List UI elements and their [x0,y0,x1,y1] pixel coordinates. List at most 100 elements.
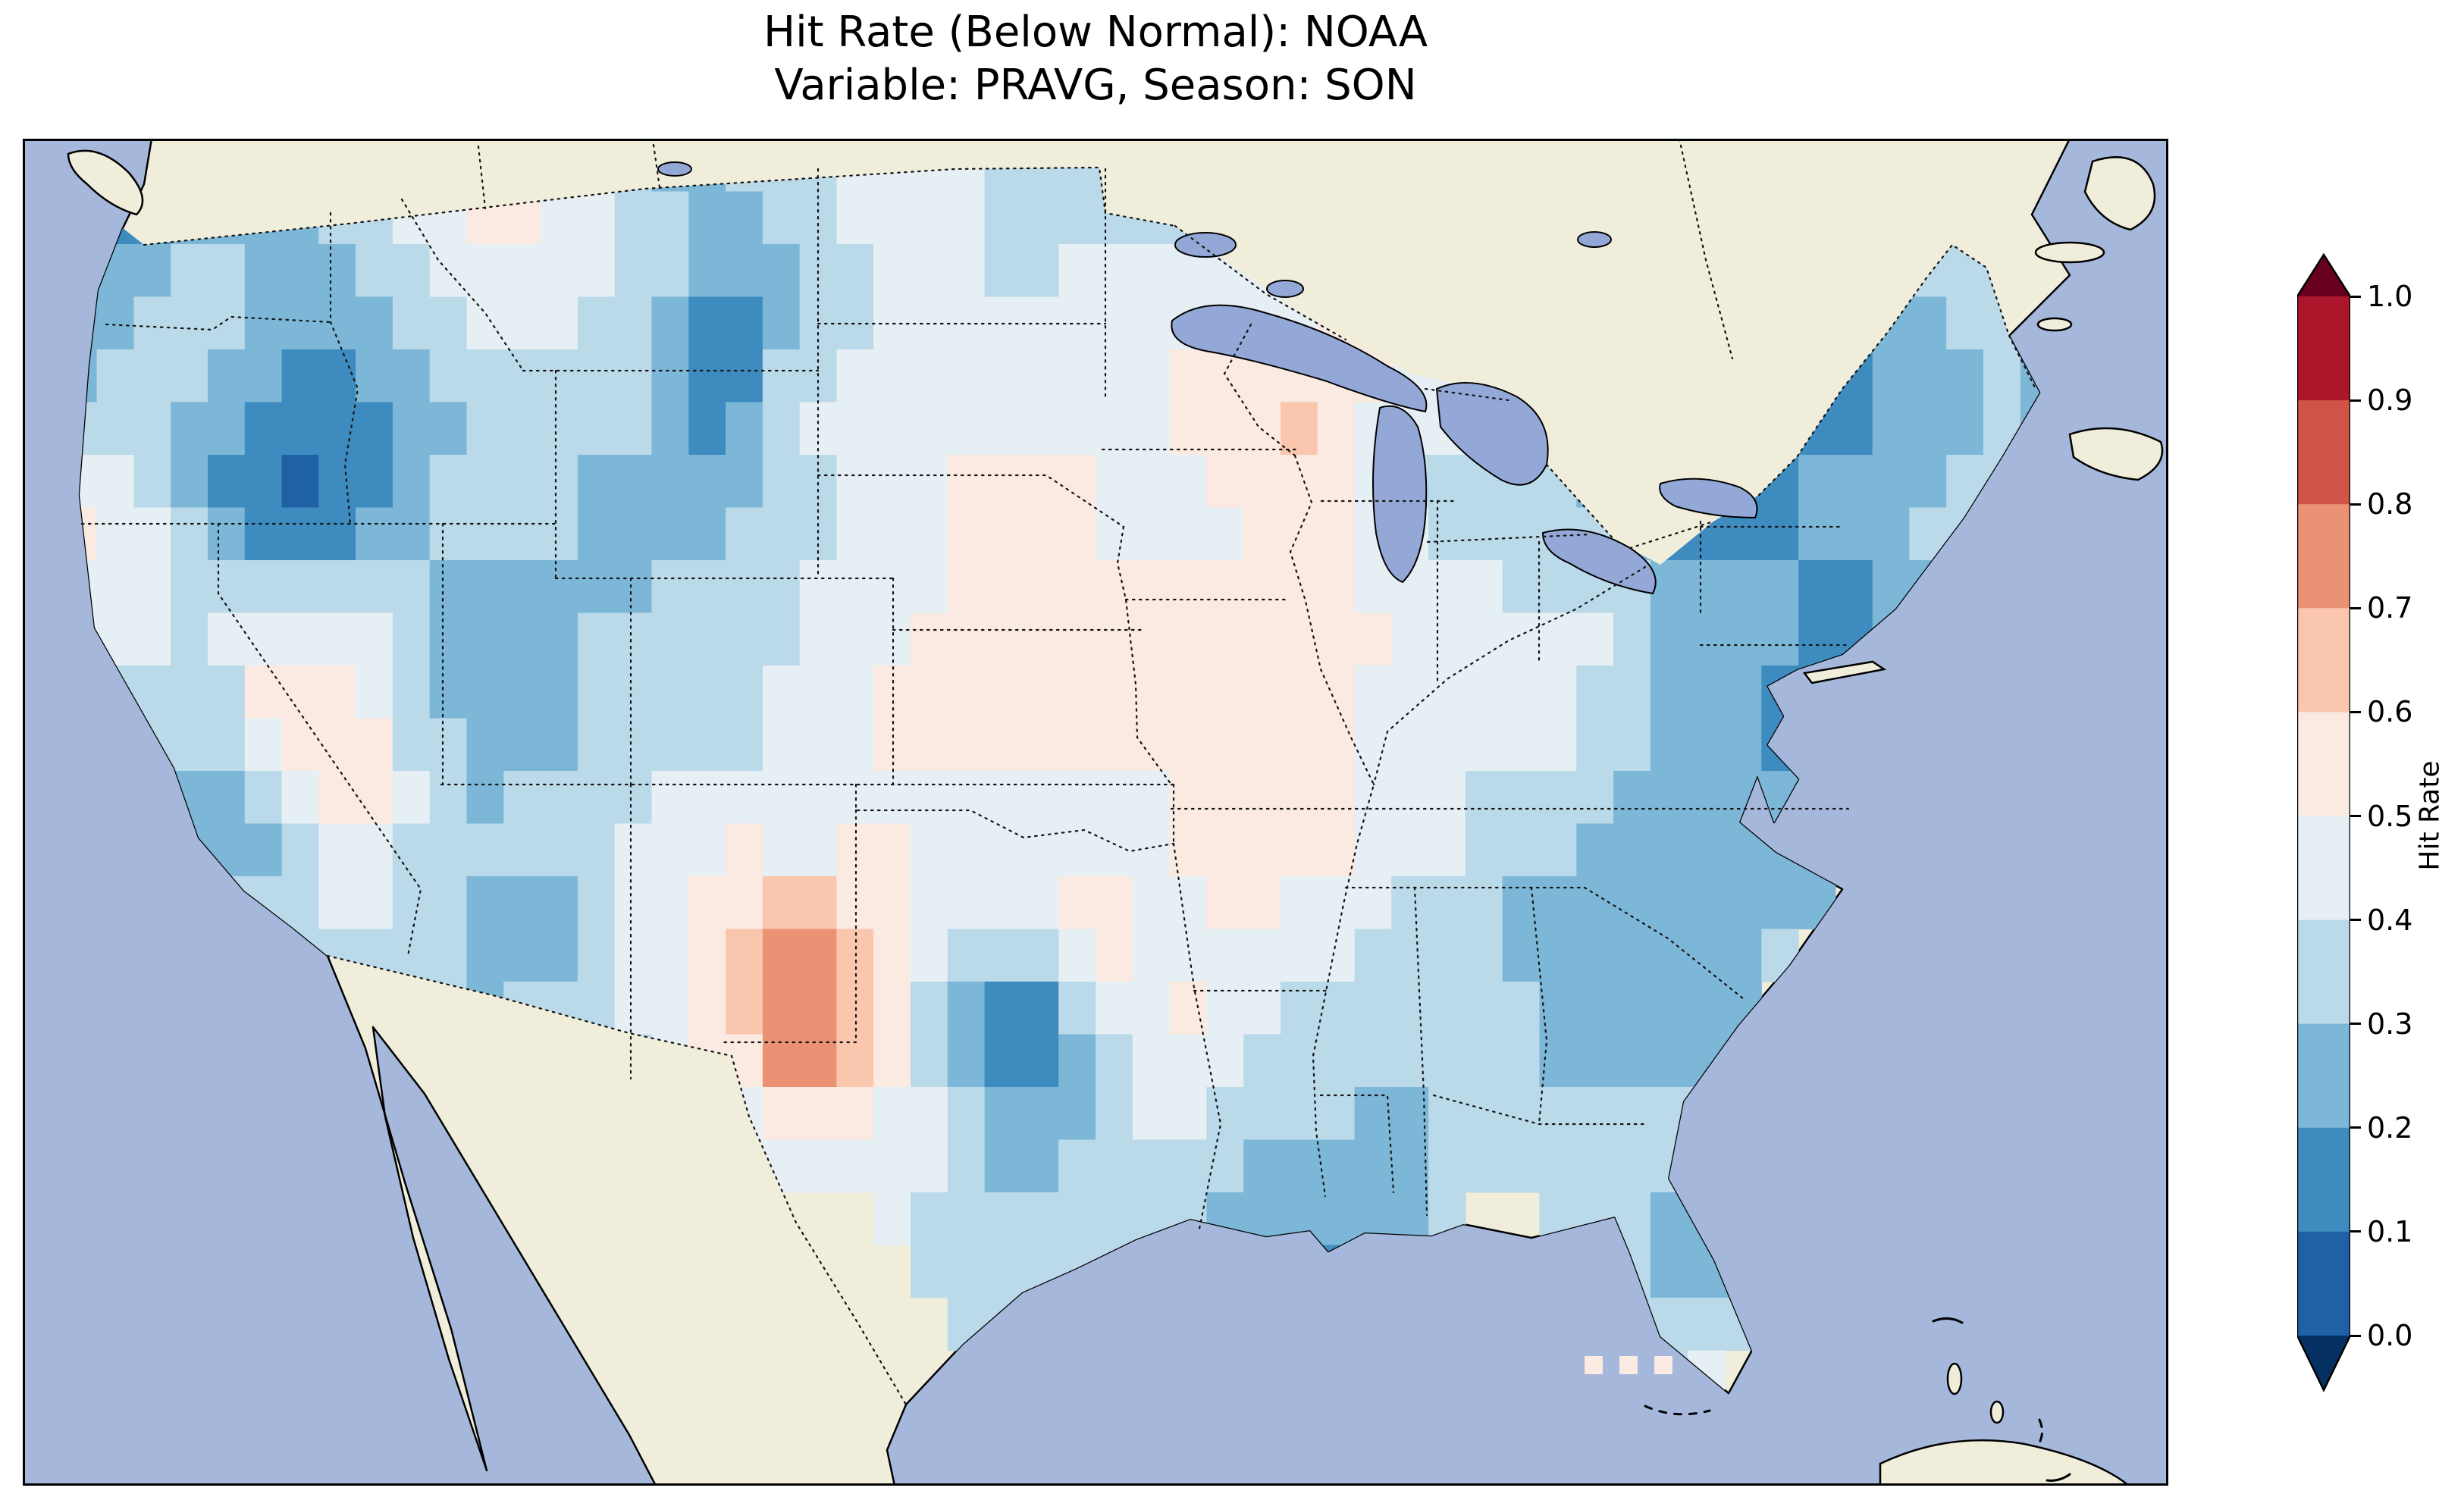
grid-cell [947,455,986,509]
grid-cell [577,402,616,456]
grid-cell [244,560,283,614]
grid-cell [541,612,578,666]
grid-cell [1169,1087,1207,1141]
grid-cell [1169,455,1207,509]
colorbar-tick-label: 0.6 [2367,695,2413,729]
bahamas-arc [1932,1317,1964,1324]
grid-cell [1576,771,1614,825]
grid-cell [947,1087,986,1141]
grid-cell [466,823,504,877]
grid-cell [614,771,653,825]
anticosti-island [2034,241,2105,264]
grid-cell [1317,718,1356,772]
grid-cell [873,507,911,561]
grid-cell [577,560,616,614]
grid-cell [429,666,468,719]
grid-cell [1613,1034,1651,1088]
chart-title-line2: Variable: PRAVG, Season: SON [774,61,1417,110]
grid-cell [1243,718,1281,772]
grid-cell [1243,1139,1281,1193]
grid-cell [1096,718,1133,772]
grid-cell [836,1034,874,1088]
grid-cell [688,718,726,772]
grid-cell [688,771,726,825]
grid-cell [429,507,468,561]
grid-cell [1132,349,1171,403]
antilles-arc [2045,1473,2071,1482]
grid-cell [318,349,356,403]
grid-cell [281,349,319,403]
grid-cell [1096,929,1133,982]
grid-cell [1021,349,1059,403]
grid-cell [1021,507,1059,561]
grid-cell [318,771,356,825]
grid-cell [466,507,504,561]
grid-cell [873,244,911,298]
grid-cell [1391,823,1429,877]
grid-cell [836,455,874,509]
grid-cell [651,402,689,456]
grid-cell [541,823,578,877]
grid-cell [1465,876,1503,930]
colorbar-band [2297,504,2350,609]
grid-cell [1021,455,1059,509]
grid-cell [503,771,541,825]
grid-cell [873,666,911,719]
grid-cell [726,191,763,245]
grid-cell [356,612,393,666]
grid-cell [1058,560,1096,614]
grid-cell [873,612,911,666]
grid-cell [1354,612,1392,666]
grid-cell [318,402,356,456]
grid-cell [1243,455,1281,509]
florida-keys-arc [1644,1405,1711,1416]
grid-cell [911,1034,948,1088]
grid-cell [651,876,689,930]
grid-cell [1317,666,1356,719]
grid-cell [1687,560,1726,614]
grid-cell [1872,507,1911,561]
grid-cell [799,982,838,1035]
grid-cell [80,455,98,509]
grid-cell [799,823,838,877]
colorbar-tick-label: 0.8 [2367,487,2413,521]
grid-cell [1798,455,1836,509]
grid-cell [984,929,1022,982]
grid-cell [1021,612,1059,666]
colorbar-band [2297,400,2350,505]
grid-cell [1428,1034,1466,1088]
grid-cell [688,402,726,456]
grid-cell [1465,560,1503,614]
grid-cell [429,718,468,772]
grid-cell [133,455,171,509]
grid-cell [762,349,801,403]
grid-cell [1502,1139,1541,1193]
grid-cell [1391,876,1429,930]
grid-cell [318,718,356,772]
grid-cell [1946,402,1984,456]
grid-cell [1281,612,1318,666]
grid-cell [466,244,504,298]
grid-cell [1428,823,1466,877]
grid-cell [911,349,948,403]
grid-cell [873,349,911,403]
grid-cell [429,771,468,825]
grid-cell [1317,507,1356,561]
chart-title: Hit Rate (Below Normal): NOAA Variable: … [23,6,2168,112]
grid-cell [1243,823,1281,877]
grid-cell [614,244,653,298]
us-map [23,139,2168,1486]
grid-cell [1206,876,1244,930]
grid-cell [873,1087,911,1141]
colorbar-axis-label: Hit Rate [2414,760,2446,871]
grid-cell [614,718,653,772]
grid-cell [318,560,356,614]
grid-cell [651,823,689,877]
grid-cell [947,244,986,298]
grid-cell [873,191,911,245]
grid-cell [1132,718,1171,772]
grid-cell [96,507,134,561]
grid-cell [836,1139,874,1193]
grid-cell [1909,402,1947,456]
grid-cell [947,929,986,982]
